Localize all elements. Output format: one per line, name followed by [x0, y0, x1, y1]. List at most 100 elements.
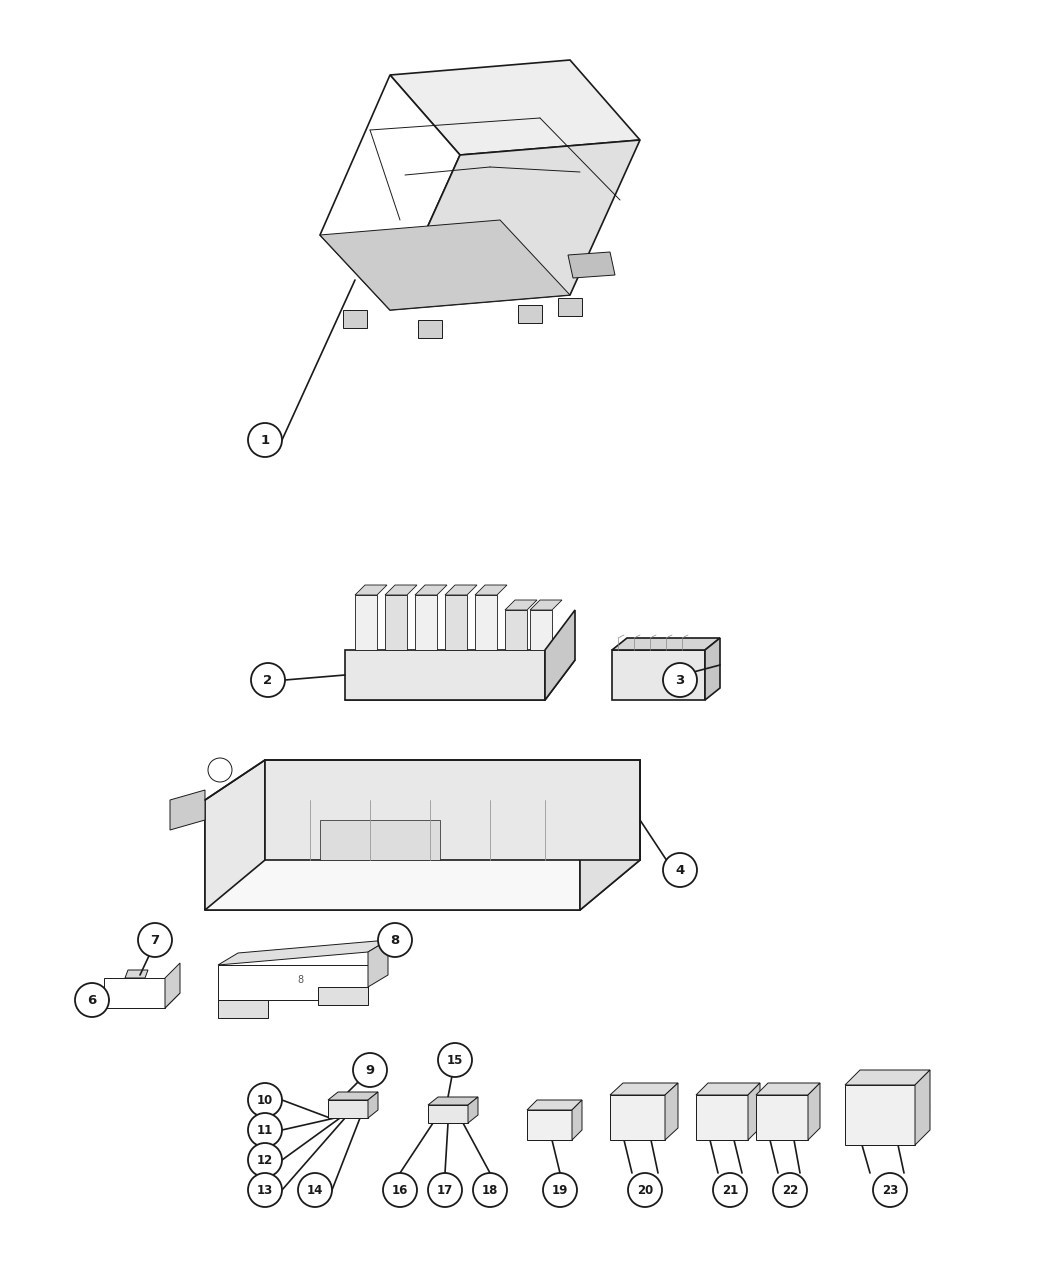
- Polygon shape: [390, 140, 640, 310]
- Polygon shape: [355, 585, 387, 595]
- Polygon shape: [530, 601, 562, 609]
- Polygon shape: [368, 940, 388, 987]
- Polygon shape: [845, 1085, 915, 1145]
- Polygon shape: [218, 965, 368, 1000]
- Polygon shape: [696, 1095, 748, 1140]
- Polygon shape: [205, 861, 640, 910]
- Polygon shape: [428, 1105, 468, 1123]
- Text: 2: 2: [264, 673, 273, 686]
- Polygon shape: [385, 595, 407, 650]
- Text: 21: 21: [722, 1183, 738, 1196]
- Circle shape: [663, 853, 697, 887]
- Circle shape: [428, 1173, 462, 1207]
- Polygon shape: [505, 601, 537, 609]
- Polygon shape: [505, 609, 527, 650]
- Polygon shape: [328, 1100, 368, 1118]
- Polygon shape: [320, 820, 440, 861]
- Polygon shape: [418, 320, 442, 338]
- Circle shape: [472, 1173, 507, 1207]
- Polygon shape: [475, 595, 497, 650]
- Text: 1: 1: [260, 434, 270, 446]
- Polygon shape: [165, 963, 180, 1009]
- Polygon shape: [415, 595, 437, 650]
- Circle shape: [251, 663, 285, 697]
- Text: 18: 18: [482, 1183, 498, 1196]
- Polygon shape: [205, 799, 580, 910]
- Polygon shape: [558, 298, 582, 316]
- Polygon shape: [428, 1096, 478, 1105]
- Circle shape: [138, 923, 172, 958]
- Text: 15: 15: [447, 1053, 463, 1066]
- Circle shape: [873, 1173, 907, 1207]
- Polygon shape: [705, 638, 720, 700]
- Circle shape: [248, 1173, 282, 1207]
- Polygon shape: [527, 1100, 582, 1111]
- Circle shape: [628, 1173, 662, 1207]
- Polygon shape: [125, 970, 148, 978]
- Polygon shape: [320, 75, 460, 310]
- Polygon shape: [345, 660, 575, 700]
- Polygon shape: [665, 1082, 678, 1140]
- Polygon shape: [94, 989, 104, 1002]
- Polygon shape: [368, 1091, 378, 1118]
- Polygon shape: [318, 987, 367, 1005]
- Polygon shape: [385, 585, 417, 595]
- Text: 16: 16: [392, 1183, 408, 1196]
- Circle shape: [378, 923, 412, 958]
- Circle shape: [248, 1142, 282, 1177]
- Circle shape: [383, 1173, 417, 1207]
- Polygon shape: [218, 940, 388, 965]
- Polygon shape: [104, 978, 165, 1009]
- Text: 9: 9: [365, 1063, 375, 1076]
- Polygon shape: [527, 1111, 572, 1140]
- Polygon shape: [445, 595, 467, 650]
- Polygon shape: [343, 310, 368, 328]
- Polygon shape: [696, 1082, 760, 1095]
- Circle shape: [438, 1043, 472, 1077]
- Polygon shape: [545, 609, 575, 700]
- Text: 17: 17: [437, 1183, 454, 1196]
- Circle shape: [353, 1053, 387, 1088]
- Circle shape: [663, 663, 697, 697]
- Polygon shape: [568, 252, 615, 278]
- Circle shape: [543, 1173, 578, 1207]
- Polygon shape: [468, 1096, 478, 1123]
- Polygon shape: [610, 1082, 678, 1095]
- Text: 8: 8: [297, 975, 303, 986]
- Polygon shape: [205, 760, 265, 910]
- Polygon shape: [748, 1082, 760, 1140]
- Polygon shape: [915, 1070, 930, 1145]
- Polygon shape: [104, 993, 180, 1009]
- Polygon shape: [265, 760, 640, 861]
- Circle shape: [248, 423, 282, 456]
- Polygon shape: [320, 221, 570, 310]
- Polygon shape: [612, 638, 720, 650]
- Circle shape: [248, 1082, 282, 1117]
- Circle shape: [75, 983, 109, 1017]
- Text: 8: 8: [391, 933, 400, 946]
- Text: 23: 23: [882, 1183, 898, 1196]
- Polygon shape: [345, 650, 545, 700]
- Text: 3: 3: [675, 673, 685, 686]
- Polygon shape: [845, 1070, 930, 1085]
- Text: 14: 14: [307, 1183, 323, 1196]
- Polygon shape: [218, 1000, 268, 1017]
- Polygon shape: [610, 1095, 665, 1140]
- Text: 6: 6: [87, 993, 97, 1006]
- Polygon shape: [530, 609, 552, 650]
- Text: 4: 4: [675, 863, 685, 876]
- Polygon shape: [170, 790, 205, 830]
- Polygon shape: [612, 650, 705, 700]
- Polygon shape: [756, 1082, 820, 1095]
- Polygon shape: [415, 585, 447, 595]
- Polygon shape: [355, 595, 377, 650]
- Text: 12: 12: [257, 1154, 273, 1167]
- Polygon shape: [808, 1082, 820, 1140]
- Polygon shape: [328, 1091, 378, 1100]
- Text: 20: 20: [637, 1183, 653, 1196]
- Polygon shape: [756, 1095, 808, 1140]
- Polygon shape: [580, 760, 640, 910]
- Polygon shape: [390, 60, 640, 156]
- Text: 10: 10: [257, 1094, 273, 1107]
- Polygon shape: [572, 1100, 582, 1140]
